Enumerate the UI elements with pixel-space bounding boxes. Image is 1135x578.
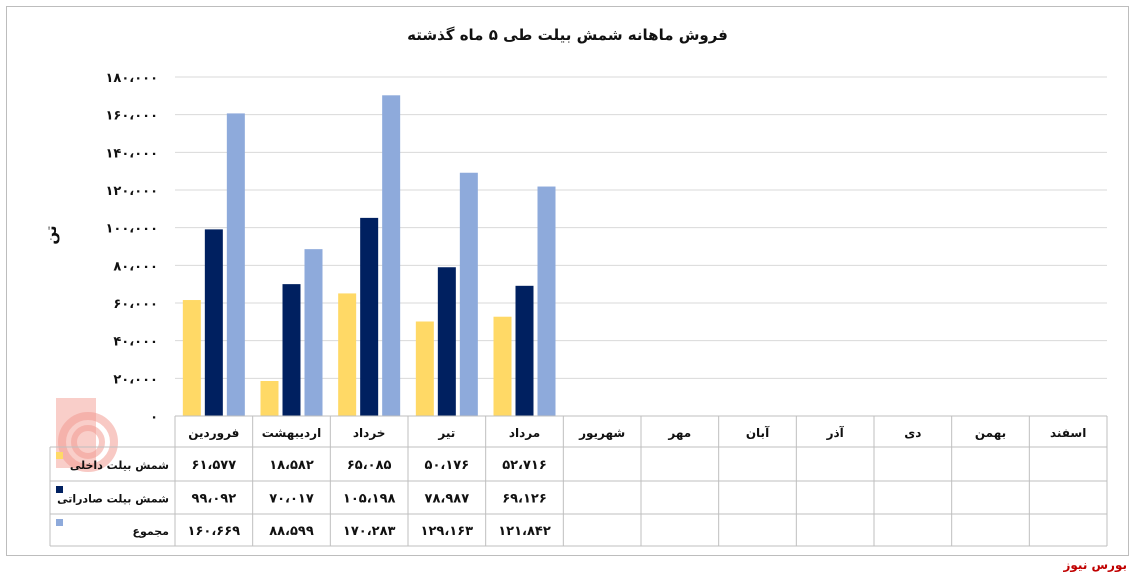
- table-cell-value: ۵۲،۷۱۶: [502, 458, 547, 473]
- y-axis-ticks: ۰ ۲۰،۰۰۰ ۴۰،۰۰۰ ۶۰،۰۰۰ ۸۰،۰۰۰ ۱۰۰،۰۰۰ ۱۲۰،۰۰۰ ۱…: [105, 71, 158, 425]
- legend-label: شمش بیلت داخلی: [70, 459, 169, 472]
- y-tick-label: ۶۰،۰۰۰: [113, 297, 158, 312]
- legend-label: مجموع: [132, 525, 169, 538]
- table-cell-value: ۶۹،۱۲۶: [502, 492, 547, 507]
- bar: [204, 229, 223, 416]
- category-label: آبان: [746, 425, 770, 440]
- category-label: مهر: [667, 426, 691, 440]
- table-cell-value: ۱۲۹،۱۶۳: [421, 524, 474, 539]
- table-cell-value: ۹۹،۰۹۲: [192, 492, 237, 507]
- bar: [415, 321, 434, 416]
- chart-frame: [6, 6, 1129, 556]
- table-cell-value: ۷۸،۹۸۷: [425, 492, 470, 507]
- table-cell-value: ۱۰۵،۱۹۸: [343, 492, 396, 507]
- category-label: دی: [904, 426, 921, 440]
- y-tick-label: ۱۴۰،۰۰۰: [105, 146, 158, 161]
- y-tick-label: ۱۰۰،۰۰۰: [105, 222, 158, 237]
- category-label: آذر: [826, 425, 845, 440]
- table-cell-value: ۶۱،۵۷۷: [192, 458, 237, 473]
- chart-title: فروش ماهانه شمش بیلت طی ۵ ماه گذشته: [407, 26, 728, 44]
- table-cell-value: ۸۸،۵۹۹: [269, 524, 314, 539]
- table-cell-value: ۱۶۰،۶۶۹: [188, 524, 241, 539]
- category-label: بهمن: [975, 426, 1006, 440]
- y-tick-label: ۱۸۰،۰۰۰: [105, 71, 158, 86]
- source-label: بورس نیوز: [1063, 558, 1127, 572]
- category-label: خرداد: [353, 426, 386, 440]
- table-cell-value: ۱۸،۵۸۲: [269, 458, 314, 473]
- y-tick-label: ۱۲۰،۰۰۰: [105, 184, 158, 199]
- bar: [182, 300, 201, 416]
- table-cell-value: ۶۵،۰۸۵: [347, 458, 392, 473]
- bar: [382, 95, 401, 416]
- bar: [437, 267, 456, 416]
- bar: [260, 381, 279, 416]
- y-tick-label: ۴۰،۰۰۰: [113, 335, 158, 350]
- y-tick-label: ۰: [150, 410, 158, 425]
- table-cell-value: ۱۷۰،۲۸۳: [343, 524, 396, 539]
- data-table: فروردین اردیبهشت خرداد تیر مرداد شهریور مهر آبا…: [49, 415, 1108, 547]
- legend-swatch: [56, 452, 63, 459]
- bar: [515, 285, 534, 416]
- category-label: اردیبهشت: [262, 426, 321, 440]
- legend-swatch: [56, 519, 63, 526]
- bar: [282, 284, 301, 416]
- legend-label: شمش بیلت صادراتی: [57, 493, 169, 506]
- y-tick-label: ۲۰،۰۰۰: [113, 372, 158, 387]
- bar: [338, 293, 357, 416]
- legend-swatch: [56, 486, 63, 493]
- table-cell-value: ۱۲۱،۸۴۲: [498, 524, 551, 539]
- category-label: تیر: [437, 426, 455, 440]
- category-label: مرداد: [509, 426, 540, 440]
- bars: [182, 95, 556, 417]
- bar: [304, 249, 323, 416]
- category-label: شهریور: [578, 426, 625, 441]
- bar: [360, 217, 379, 416]
- bar: [226, 113, 245, 417]
- category-label: اسفند: [1050, 426, 1086, 440]
- bar: [493, 316, 512, 416]
- category-label: فروردین: [188, 426, 239, 441]
- bar: [459, 172, 478, 416]
- bar: [537, 186, 556, 416]
- table-cell-value: ۷۰،۰۱۷: [269, 492, 314, 507]
- y-tick-label: ۸۰،۰۰۰: [113, 259, 158, 274]
- y-tick-label: ۱۶۰،۰۰۰: [105, 109, 158, 124]
- table-cell-value: ۵۰،۱۷۶: [425, 458, 470, 473]
